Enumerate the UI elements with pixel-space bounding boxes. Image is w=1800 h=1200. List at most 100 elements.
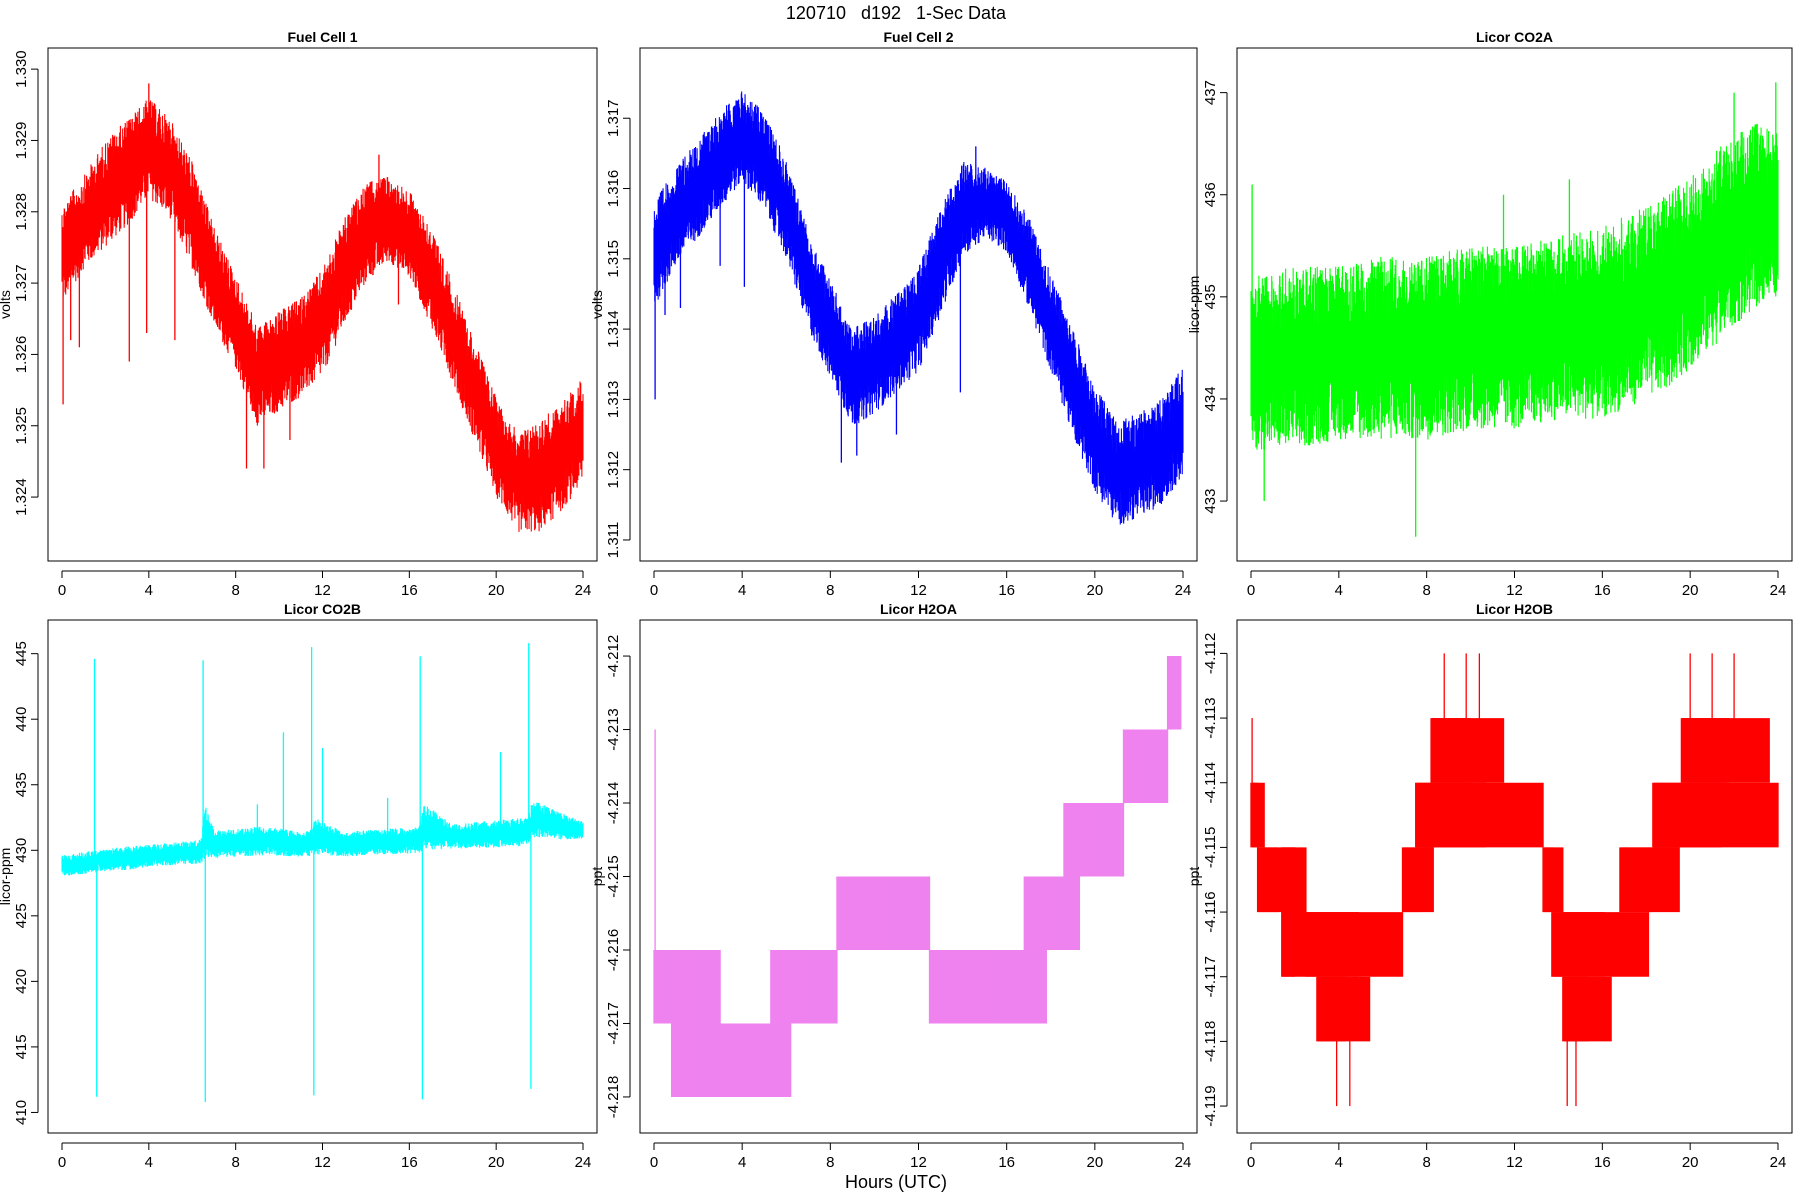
x-tick-label: 24 xyxy=(575,582,592,599)
y-tick-label: 420 xyxy=(13,969,30,994)
data-line xyxy=(1250,123,1779,450)
y-tick-label: 430 xyxy=(13,838,30,863)
data-step-fill xyxy=(1416,782,1486,848)
chart-panels: Fuel Cell 10 4 8 12 16 20 241.3241.3251.3261.3… xyxy=(0,29,1793,1171)
y-tick-label: -4.212 xyxy=(605,635,622,678)
x-tick-label: 12 xyxy=(910,1154,927,1171)
y-tick-label: 1.325 xyxy=(13,407,30,445)
y-tick-label: 1.328 xyxy=(13,193,30,231)
x-tick-label: 0 xyxy=(1247,1154,1255,1171)
plot-frame xyxy=(639,619,1198,1134)
x-tick-label: 8 xyxy=(826,582,834,599)
y-tick-label: 433 xyxy=(1202,489,1219,514)
plot-frame xyxy=(639,47,1198,562)
y-tick-label: 1.324 xyxy=(13,478,30,516)
x-tick-label: 20 xyxy=(488,582,505,599)
data-series xyxy=(1250,82,1779,537)
x-tick-label: 8 xyxy=(1422,1154,1430,1171)
figure-title: 120710 d192 1-Sec Data xyxy=(786,3,1007,23)
x-axis: 0 4 8 12 16 20 24 xyxy=(58,570,592,599)
y-tick-label: 1.327 xyxy=(13,264,30,302)
data-series xyxy=(653,656,1182,1097)
y-tick-label: 415 xyxy=(13,1034,30,1059)
data-step-fill xyxy=(1620,847,1653,913)
x-tick-label: 12 xyxy=(314,1154,331,1171)
data-line xyxy=(61,802,584,876)
data-series xyxy=(1250,653,1779,1107)
plot-frame xyxy=(47,47,598,562)
y-axis-label: volts xyxy=(589,290,605,319)
x-tick-label: 4 xyxy=(145,1154,153,1171)
y-axis-label: licor-ppm xyxy=(1186,276,1202,334)
x-tick-label: 8 xyxy=(231,582,239,599)
data-series xyxy=(653,91,1184,525)
x-tick-label: 0 xyxy=(650,582,658,599)
x-tick-label: 16 xyxy=(998,582,1015,599)
data-series xyxy=(61,643,584,1102)
x-tick-label: 4 xyxy=(738,1154,746,1171)
y-tick-label: 435 xyxy=(1202,284,1219,309)
y-tick-label: 1.329 xyxy=(13,122,30,160)
y-tick-label: -4.114 xyxy=(1202,762,1219,803)
x-tick-label: 20 xyxy=(488,1154,505,1171)
y-tick-label: -4.214 xyxy=(605,782,622,825)
x-tick-label: 24 xyxy=(1175,1154,1192,1171)
y-tick-label: -4.116 xyxy=(1202,891,1219,932)
x-tick-label: 16 xyxy=(1594,1154,1611,1171)
chart-title: Fuel Cell 2 xyxy=(883,29,953,45)
x-axis: 0 4 8 12 16 20 24 xyxy=(1247,570,1787,599)
x-axis: 0 4 8 12 16 20 24 xyxy=(58,1142,592,1171)
y-tick-label: -4.215 xyxy=(605,855,622,898)
data-step-fill xyxy=(1431,718,1471,783)
data-step-fill xyxy=(1682,718,1730,783)
y-axis: 433 434 435 436 437 xyxy=(1202,80,1228,514)
x-tick-label: 0 xyxy=(1247,582,1255,599)
y-tick-label: 445 xyxy=(13,641,30,666)
x-tick-label: 4 xyxy=(738,582,746,599)
chart-title: Licor H2OA xyxy=(880,601,957,617)
chart-title: Fuel Cell 1 xyxy=(287,29,357,45)
data-step-fill xyxy=(1251,782,1259,848)
x-tick-label: 16 xyxy=(401,1154,418,1171)
chart-panel-3: Licor CO2A 0 4 8 12 16 20 24 433 434 435 436 437 lico… xyxy=(1186,29,1793,599)
y-tick-label: -4.113 xyxy=(1202,697,1219,738)
y-tick-label: 425 xyxy=(13,903,30,928)
y-axis: -4.119 -4.118 -4.117 -4.116 -4.115 -4.114 -4.1… xyxy=(1202,633,1228,1127)
y-tick-label: 1.311 xyxy=(605,522,622,558)
y-tick-label: 1.313 xyxy=(605,381,622,419)
data-step-fill xyxy=(1064,803,1097,877)
x-tick-label: 16 xyxy=(998,1154,1015,1171)
y-tick-label: -4.216 xyxy=(605,929,622,972)
x-tick-label: 8 xyxy=(826,1154,834,1171)
x-tick-label: 12 xyxy=(910,582,927,599)
data-step-fill xyxy=(837,876,888,950)
x-tick-label: 24 xyxy=(1175,582,1192,599)
x-tick-label: 24 xyxy=(1770,582,1787,599)
data-step-fill xyxy=(1025,876,1055,950)
chart-panel-2: Fuel Cell 20 4 8 12 16 20 241.3111.3121.3131.3… xyxy=(589,29,1198,599)
y-tick-label: 437 xyxy=(1202,80,1219,105)
x-tick-label: 20 xyxy=(1086,1154,1103,1171)
data-step-fill xyxy=(1403,847,1420,913)
data-step-fill xyxy=(1317,976,1346,1042)
plot-frame xyxy=(1236,47,1793,562)
y-tick-label: 1.315 xyxy=(605,240,622,278)
data-step-fill xyxy=(1282,847,1295,977)
x-axis: 0 4 8 12 16 20 24 xyxy=(650,1142,1192,1171)
x-tick-label: 24 xyxy=(575,1154,592,1171)
y-axis: 410 415 420 425 430 435 440 445 xyxy=(13,641,39,1125)
data-step-fill xyxy=(1168,656,1175,730)
x-tick-label: 12 xyxy=(1506,582,1523,599)
data-line xyxy=(61,100,584,532)
data-line xyxy=(653,91,1184,525)
data-step-fill xyxy=(1552,912,1605,977)
y-axis: 1.324 1.325 1.326 1.327 1.328 1.329 1.330 xyxy=(13,50,39,516)
data-series xyxy=(61,83,584,532)
x-tick-label: 12 xyxy=(314,582,331,599)
chart-title: Licor H2OB xyxy=(1476,601,1553,617)
x-tick-label: 16 xyxy=(401,582,418,599)
data-step-fill xyxy=(1653,782,1722,848)
y-tick-label: 1.330 xyxy=(13,50,30,88)
y-tick-label: -4.213 xyxy=(605,708,622,751)
